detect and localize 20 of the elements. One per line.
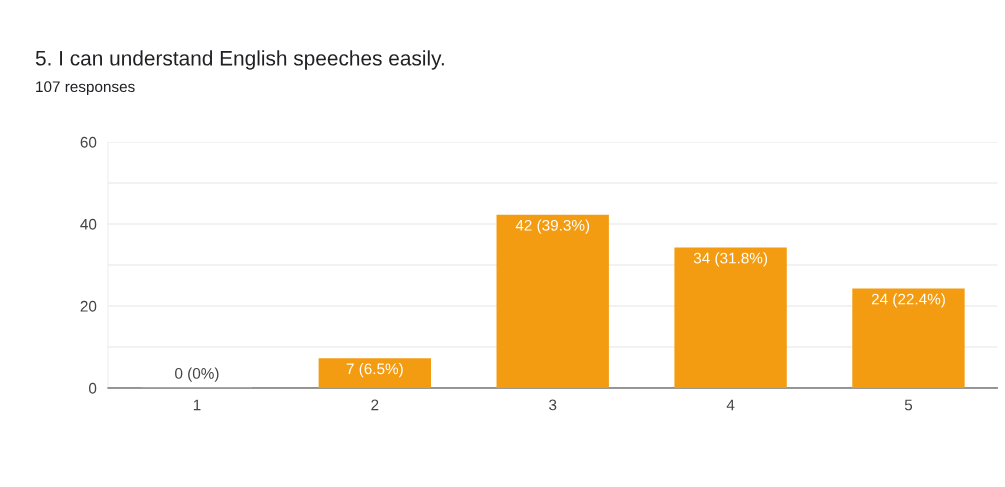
x-tick-label: 2 — [371, 399, 379, 411]
bar — [674, 247, 787, 388]
data-label: 34 (31.8%) — [693, 252, 768, 267]
x-tick-label: 3 — [549, 399, 557, 411]
bar — [318, 358, 432, 388]
data-label: 24 (22.4%) — [871, 293, 945, 308]
y-tick-label: 40 — [80, 218, 97, 230]
y-tick-label: 20 — [80, 300, 97, 312]
data-label: 7 (6.5%) — [346, 362, 403, 378]
chart-subtitle: 107 responses — [36, 81, 135, 96]
x-tick-label: 5 — [904, 399, 913, 411]
y-tick-label: 60 — [80, 136, 97, 148]
x-tick-label: 4 — [726, 399, 735, 411]
bar — [852, 288, 965, 388]
chart-title: 5. I can understand English speeches easily. — [35, 50, 444, 70]
y-tick-label: 0 — [88, 382, 97, 394]
data-label: 42 (39.3%) — [515, 219, 590, 234]
x-tick-label: 1 — [193, 399, 201, 411]
data-label: 0 (0%) — [175, 367, 219, 382]
bar — [496, 214, 609, 388]
